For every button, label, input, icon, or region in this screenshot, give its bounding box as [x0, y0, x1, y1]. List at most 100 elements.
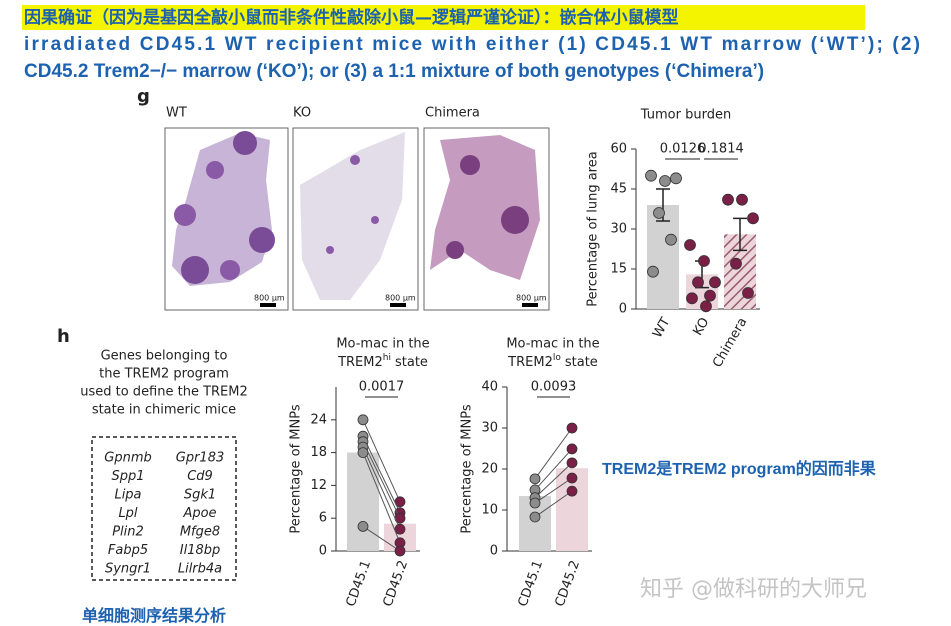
scale-label: 800 µm [516, 294, 547, 303]
x-tick-label: CD45.1 [516, 558, 547, 608]
data-point [704, 289, 716, 302]
chart-title: TREM2hi state [337, 353, 428, 370]
data-point [736, 193, 748, 206]
gene: Cd9 [187, 469, 213, 484]
image-title: Chimera [425, 106, 480, 121]
gene: Gpnmb [104, 451, 151, 466]
data-point [742, 287, 754, 299]
header-line: irradiated CD45.1 WT recipient mice with… [24, 34, 920, 55]
panel-label: h [57, 326, 70, 347]
caption-line: state in chimeric mice [92, 403, 236, 418]
caption-line: Genes belonging to [101, 349, 228, 364]
gene: Spp1 [111, 469, 144, 484]
y-tick-label: 15 [610, 262, 627, 277]
header-line: CD45.2 Trem2−/− marrow (‘KO’); or (3) a … [24, 61, 764, 82]
gene: Fabp5 [108, 543, 148, 558]
pair-line [362, 446, 401, 530]
y-axis-label: Percentage of MNPs [460, 404, 475, 533]
pair-line [362, 452, 401, 543]
gene: Lpl [118, 506, 137, 521]
data-point [357, 447, 369, 459]
y-tick-label: 0 [490, 544, 498, 559]
pair-line [534, 427, 573, 480]
x-tick-label: CD45.2 [381, 558, 412, 608]
data-point [394, 545, 406, 557]
gene: Lipa [114, 488, 141, 503]
gene: Plin2 [112, 525, 144, 540]
data-point [730, 257, 742, 270]
title-sup: lo [553, 353, 562, 363]
data-point [665, 233, 677, 246]
data-point [357, 414, 369, 426]
data-point [566, 485, 578, 497]
data-point [529, 473, 541, 485]
data-point [653, 207, 665, 219]
p-value: 0.0017 [359, 380, 405, 395]
x-tick-label: CD45.1 [344, 558, 375, 608]
pair-line [534, 490, 573, 518]
data-point [645, 169, 657, 182]
bar [647, 205, 679, 309]
header-title: 因果确证（因为是基因全敲小鼠而非条件性敲除小鼠—逻辑严谨论证）：嵌合体小鼠模型 [24, 7, 679, 28]
y-axis-label: Percentage of MNPs [289, 404, 304, 533]
x-tick-label: WT [650, 315, 673, 341]
data-point [659, 175, 671, 187]
data-point [700, 300, 712, 313]
scale-label: 800 µm [385, 294, 416, 303]
chart-title: Mo-mac in the [506, 337, 599, 352]
y-tick-label: 0 [319, 544, 327, 559]
data-point [357, 521, 369, 532]
data-point [722, 193, 734, 206]
x-tick-label: Chimera [710, 315, 750, 370]
y-tick-label: 12 [310, 478, 327, 493]
gene: Sgk1 [184, 488, 216, 503]
chart-title: Tumor burden [640, 108, 731, 123]
panel-label: g [137, 86, 150, 107]
y-tick-label: 0 [619, 302, 627, 317]
y-tick-label: 30 [610, 222, 627, 237]
data-point [566, 472, 578, 484]
pair-line [534, 477, 573, 504]
pair-line [534, 448, 573, 491]
data-point [709, 276, 721, 289]
gene: Apoe [182, 506, 216, 521]
histology-chimera [423, 127, 550, 311]
data-point [566, 422, 578, 434]
data-point [686, 292, 698, 305]
pair-line [362, 525, 401, 552]
pair-line [362, 419, 401, 503]
y-tick-label: 60 [610, 142, 627, 157]
y-tick-label: 20 [481, 462, 498, 477]
data-point [529, 497, 541, 509]
gene-box [91, 436, 237, 581]
x-tick-label: CD45.2 [553, 558, 584, 608]
caption-line: the TREM2 program [99, 367, 229, 382]
image-title: KO [293, 106, 311, 121]
y-tick-label: 30 [481, 421, 498, 436]
data-point [684, 239, 696, 251]
pair-line [362, 441, 401, 519]
histology-ko [292, 127, 419, 311]
data-point [698, 255, 710, 267]
data-point [529, 511, 541, 523]
gene: Gpr183 [176, 451, 224, 466]
title-part: TREM2 [337, 355, 383, 370]
data-point [647, 265, 659, 278]
data-point [747, 212, 759, 225]
gene: Lilrb4a [178, 562, 222, 577]
title-part: state [565, 355, 598, 370]
y-tick-label: 45 [610, 182, 627, 197]
data-point [670, 172, 682, 185]
data-point [566, 457, 578, 469]
title-highlight [22, 5, 865, 30]
p-value: 0.1814 [698, 142, 744, 157]
bottom-note: 单细胞测序结果分析 [82, 606, 226, 625]
watermark: 知乎 @做科研的大师兄 [640, 577, 867, 602]
data-point [692, 276, 704, 289]
y-tick-label: 10 [481, 503, 498, 518]
data-point [394, 523, 406, 535]
chart-title: Mo-mac in the [336, 337, 429, 352]
y-tick-label: 6 [319, 511, 327, 526]
error-bar [733, 217, 747, 252]
